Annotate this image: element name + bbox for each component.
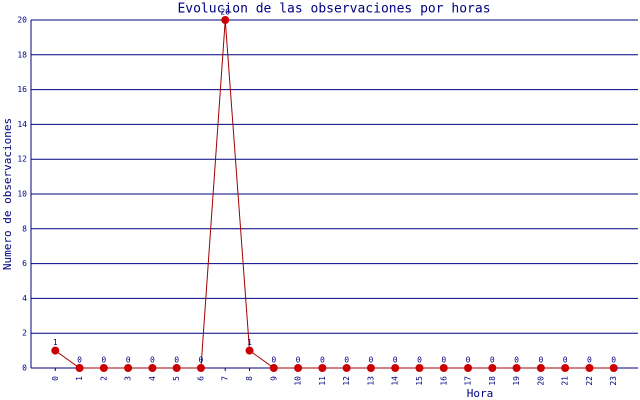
data-label: 1 — [53, 338, 58, 347]
y-tick-label: 10 — [17, 190, 27, 199]
x-tick-label: 0 — [51, 376, 60, 381]
y-tick-label: 20 — [17, 16, 27, 25]
data-label: 0 — [490, 356, 495, 365]
data-label: 0 — [466, 356, 471, 365]
point — [318, 364, 327, 372]
point — [585, 364, 594, 372]
x-tick-label: 21 — [561, 376, 570, 386]
x-tick-label: 18 — [488, 376, 497, 386]
point — [488, 364, 497, 372]
x-tick-label: 6 — [196, 376, 205, 381]
data-label: 0 — [514, 356, 519, 365]
x-tick-label: 2 — [99, 376, 108, 381]
point — [172, 364, 181, 372]
point — [99, 364, 108, 372]
point — [464, 364, 473, 372]
point — [561, 364, 570, 372]
y-tick-label: 18 — [17, 50, 27, 59]
data-label: 0 — [344, 356, 349, 365]
data-label: 0 — [77, 356, 82, 365]
x-tick-label: 15 — [415, 376, 424, 386]
x-tick-label: 1 — [75, 376, 84, 381]
data-label: 0 — [441, 356, 446, 365]
data-label: 20 — [220, 8, 230, 17]
point — [512, 364, 521, 372]
y-tick-label: 14 — [17, 120, 27, 129]
x-tick-label: 20 — [536, 376, 545, 386]
x-tick-label: 11 — [318, 376, 327, 386]
x-tick-label: 17 — [464, 376, 473, 386]
point — [124, 364, 133, 372]
point — [415, 364, 424, 372]
y-tick-label: 2 — [22, 329, 27, 338]
data-label: 1 — [247, 338, 252, 347]
data-label: 0 — [174, 356, 179, 365]
point — [148, 364, 157, 372]
x-tick-label: 23 — [609, 376, 618, 386]
point — [391, 364, 400, 372]
data-label: 0 — [369, 356, 374, 365]
y-tick-label: 8 — [22, 224, 27, 233]
x-tick-label: 8 — [245, 376, 254, 381]
point — [51, 346, 60, 355]
point — [342, 364, 351, 372]
x-tick-label: 14 — [391, 376, 400, 386]
y-tick-label: 16 — [17, 85, 27, 94]
y-tick-label: 12 — [17, 155, 27, 164]
point — [294, 364, 303, 372]
data-label: 0 — [199, 356, 204, 365]
x-tick-label: 4 — [148, 376, 157, 381]
data-label: 0 — [126, 356, 131, 365]
point — [439, 364, 448, 372]
x-tick-label: 19 — [512, 376, 521, 386]
point — [366, 364, 375, 372]
data-label: 0 — [150, 356, 155, 365]
point — [75, 364, 84, 372]
data-label: 0 — [563, 356, 568, 365]
data-label: 0 — [587, 356, 592, 365]
line — [54, 19, 614, 369]
data-label: 0 — [611, 356, 616, 365]
data-label: 0 — [393, 356, 398, 365]
point — [269, 364, 278, 372]
point — [221, 16, 230, 24]
x-tick-label: 3 — [124, 376, 133, 381]
y-tick-label: 0 — [22, 364, 27, 373]
data-label: 0 — [296, 356, 301, 365]
data-label: 0 — [538, 356, 543, 365]
data-label: 0 — [101, 356, 106, 365]
point — [536, 364, 545, 372]
x-tick-label: 16 — [439, 376, 448, 386]
data-label: 0 — [271, 356, 276, 365]
y-tick-label: 6 — [22, 259, 27, 268]
x-tick-label: 12 — [342, 376, 351, 386]
point — [609, 364, 618, 372]
x-tick-label: 7 — [221, 376, 230, 381]
x-tick-label: 9 — [269, 376, 278, 381]
x-tick-label: 13 — [366, 376, 375, 386]
x-tick-label: 22 — [585, 376, 594, 386]
x-tick-label: 10 — [294, 376, 303, 386]
y-axis-label: Numero de observaciones — [1, 118, 14, 270]
point — [245, 346, 254, 355]
data-label: 0 — [417, 356, 422, 365]
y-tick-label: 4 — [22, 294, 27, 303]
point — [196, 364, 205, 372]
x-axis-label: Hora — [467, 387, 494, 400]
x-tick-label: 5 — [172, 376, 181, 381]
chart-title: Evolucion de las observaciones por horas — [177, 2, 490, 17]
data-label: 0 — [320, 356, 325, 365]
